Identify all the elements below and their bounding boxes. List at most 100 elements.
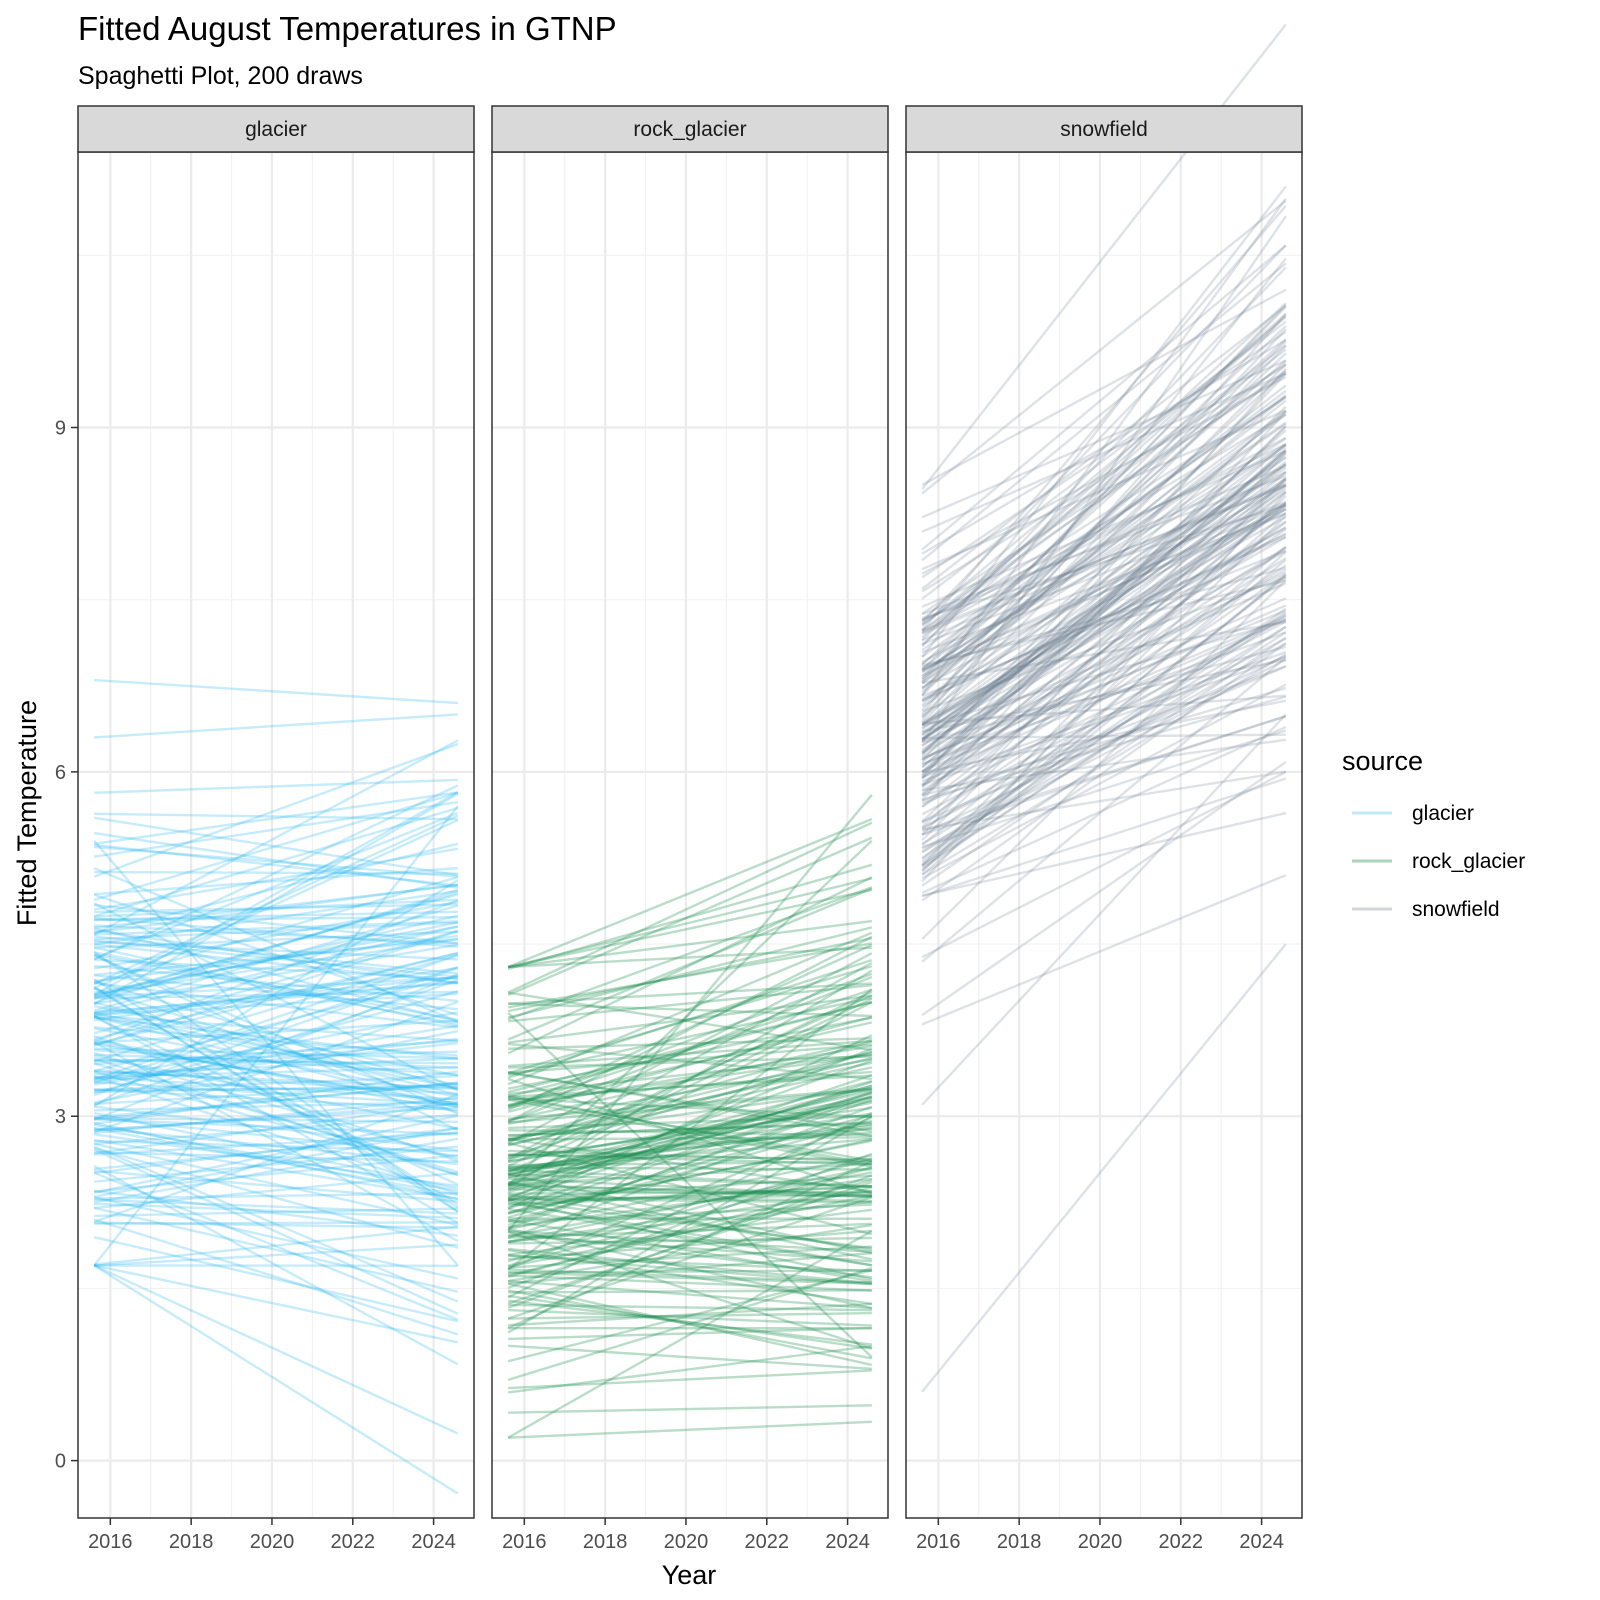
draw-line [507, 1058, 873, 1126]
draw-line [93, 1264, 459, 1344]
draw-line [921, 442, 1287, 622]
draw-line [93, 791, 459, 902]
draw-line [93, 1024, 459, 1086]
draw-line [508, 1369, 872, 1390]
draw-line [507, 1084, 873, 1179]
draw-line [507, 1061, 873, 1142]
draw-line [921, 514, 1287, 872]
draw-line [94, 903, 458, 914]
draw-line [921, 545, 1287, 846]
draw-line [921, 620, 1287, 816]
draw-line [507, 1199, 873, 1281]
draw-line [93, 1145, 459, 1303]
draw-line [94, 1113, 458, 1146]
draw-line [93, 950, 459, 1213]
draw-line [921, 215, 1287, 743]
draw-line [508, 1190, 872, 1195]
draw-line [508, 1127, 872, 1179]
panel-snowfield: snowfield 2016 2018 2020 2022 2024 [905, 23, 1303, 1553]
draw-line [93, 875, 459, 985]
draw-line [921, 449, 1287, 753]
draw-line [921, 503, 1287, 797]
draw-line [93, 951, 459, 1022]
draw-line [93, 986, 459, 1209]
facet-strip [77, 105, 475, 153]
draw-line [93, 1111, 459, 1190]
draw-line [507, 1160, 873, 1330]
draw-line [94, 940, 458, 961]
x-tick-label: 2016 [502, 1531, 547, 1553]
draw-line [94, 921, 458, 941]
draw-line [94, 1105, 458, 1152]
draw-line [93, 926, 459, 1024]
draw-line [921, 395, 1287, 652]
draw-line [93, 954, 459, 1132]
draw-line [921, 568, 1287, 779]
draw-line [507, 1101, 873, 1173]
draw-line [93, 951, 459, 1046]
draw-line [94, 898, 458, 918]
draw-line [508, 1274, 872, 1292]
draw-line [94, 1075, 458, 1101]
draw-line [507, 1201, 873, 1267]
draw-line [508, 1136, 872, 1141]
draw-line [508, 1187, 872, 1198]
draw-line [93, 1001, 459, 1096]
draw-line [508, 1229, 872, 1253]
draw-line [508, 1070, 872, 1102]
draw-line [507, 1138, 873, 1215]
draw-line [507, 1112, 873, 1175]
draw-line [921, 449, 1287, 769]
draw-line [93, 1093, 459, 1224]
draw-line [93, 805, 459, 1267]
draw-line [921, 597, 1287, 761]
y-tick-label: 9 [55, 417, 66, 439]
draw-line [508, 1124, 872, 1172]
draw-line [921, 320, 1287, 600]
draw-line [507, 1080, 873, 1203]
draw-line [507, 886, 873, 1021]
draw-line [921, 729, 1287, 849]
draw-line [93, 847, 459, 911]
draw-line [921, 574, 1287, 867]
draw-line [94, 958, 458, 981]
draw-line [507, 876, 873, 1055]
draw-line [921, 364, 1287, 593]
draw-line [507, 1089, 873, 1177]
legend-item-glacier: glacier [1352, 802, 1474, 825]
draw-line [93, 891, 459, 999]
draw-line [94, 1039, 458, 1066]
draw-line [94, 678, 458, 705]
draw-line [507, 1077, 873, 1195]
draw-line [921, 576, 1287, 863]
x-tick-label: 2020 [1078, 1531, 1123, 1553]
x-tick-label: 2020 [664, 1531, 709, 1553]
draw-line [921, 500, 1287, 646]
draw-line [94, 1225, 458, 1266]
draw-line [508, 1404, 872, 1414]
draw-line [93, 1236, 459, 1323]
draw-line [507, 931, 873, 1086]
draw-line [94, 1243, 458, 1267]
draw-line [921, 536, 1287, 747]
draw-line [921, 658, 1287, 850]
draw-line [507, 1098, 873, 1168]
draw-line [93, 889, 459, 946]
draw-line [508, 1420, 872, 1439]
draw-line [921, 714, 1287, 836]
draw-line [921, 504, 1287, 795]
draw-line [508, 1162, 872, 1187]
draw-line [93, 978, 459, 1206]
draw-line [921, 631, 1287, 766]
draw-line [921, 614, 1287, 859]
draw-line [508, 1126, 872, 1170]
draw-line [921, 582, 1287, 743]
draw-line [507, 1141, 873, 1236]
draw-line [94, 1221, 458, 1225]
draw-line [921, 495, 1287, 867]
draw-line [921, 637, 1287, 830]
legend-item-snowfield: snowfield [1352, 898, 1500, 921]
draw-line [94, 1050, 458, 1063]
draw-line [921, 185, 1287, 658]
draw-line [921, 244, 1287, 551]
